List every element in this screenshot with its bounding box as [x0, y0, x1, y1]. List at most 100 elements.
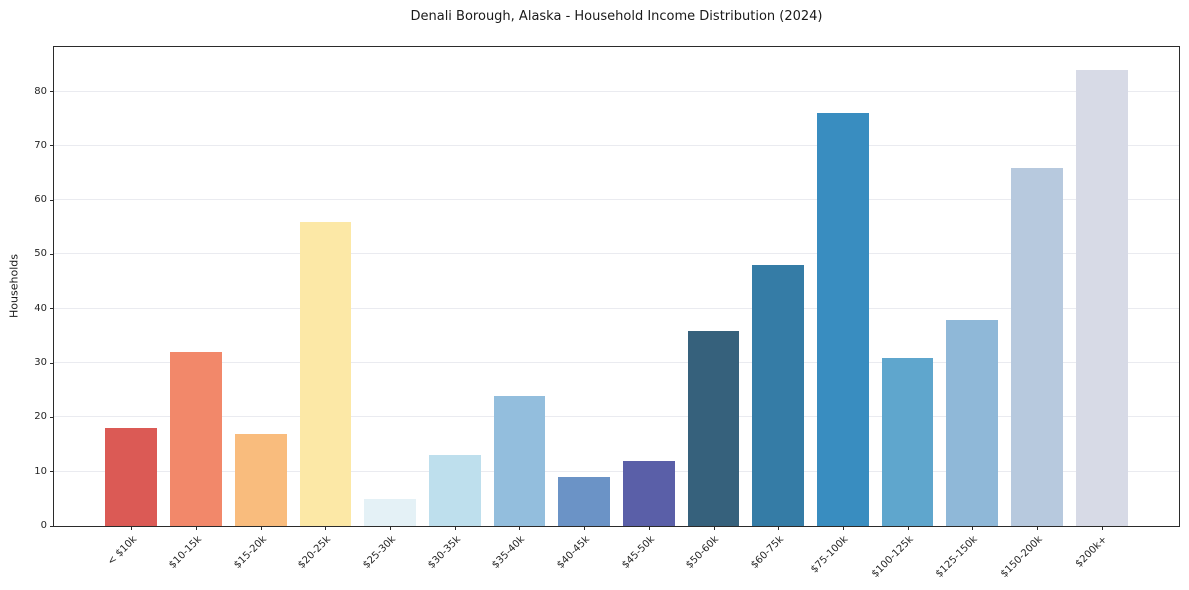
- y-tick-mark: [50, 253, 54, 255]
- x-tick-label: $40-45k: [555, 534, 592, 571]
- y-tick: 40: [34, 302, 54, 314]
- bar: [493, 395, 546, 526]
- y-tick: 80: [34, 85, 54, 97]
- x-tick-label: $60-75k: [749, 534, 786, 571]
- bar-slot: $15-20k: [228, 47, 293, 571]
- gridline: [54, 416, 1179, 418]
- x-tick-mark: [325, 526, 327, 530]
- bar: [105, 428, 158, 526]
- x-tick-mark: [842, 526, 844, 530]
- y-tick-label: 0: [40, 520, 47, 531]
- bar-slot: $150-200k: [999, 47, 1070, 580]
- bar: [170, 352, 222, 526]
- bar-slot: $25-30k: [358, 47, 423, 571]
- y-tick-label: 20: [34, 411, 47, 423]
- y-tick: 30: [34, 358, 54, 368]
- bar: [299, 221, 352, 526]
- y-tick-mark: [50, 145, 54, 147]
- x-tick-label: $100-125k: [869, 534, 916, 580]
- y-tick-mark: [50, 308, 54, 310]
- x-tick-label: $150-200k: [998, 534, 1045, 580]
- gridline: [54, 307, 1179, 309]
- y-tick-mark: [50, 362, 54, 364]
- x-tick-mark: [778, 526, 780, 530]
- gridline: [54, 362, 1179, 364]
- bar-slot: < $10k: [99, 47, 164, 568]
- bar-slot: $20-25k: [293, 47, 358, 571]
- x-tick-label: $20-25k: [296, 534, 334, 571]
- y-tick-label: 60: [34, 194, 47, 206]
- x-tick-label: $45-50k: [619, 534, 657, 571]
- bar-slot: $45-50k: [617, 47, 682, 571]
- bar: [817, 113, 869, 526]
- y-tick-mark: [50, 416, 54, 418]
- bar: [752, 265, 805, 526]
- x-tick-label: $35-40k: [490, 534, 528, 571]
- x-tick-label: $30-35k: [425, 534, 463, 571]
- gridline: [54, 470, 1179, 472]
- x-tick-mark: [260, 526, 262, 530]
- bar-slot: $30-35k: [422, 47, 487, 571]
- bar: [234, 433, 287, 526]
- y-tick-label: 40: [34, 302, 47, 314]
- x-tick-label: $50-60k: [684, 534, 722, 571]
- x-tick-mark: [454, 526, 456, 530]
- bar-slot: $200k+: [1069, 47, 1134, 570]
- x-tick-mark: [584, 526, 586, 530]
- x-tick-label: $25-30k: [360, 534, 398, 571]
- plot-area: 0 10 20 30 40 50 60 70 80 < $10k $10-15k $15-20k $2…: [34, 46, 1180, 580]
- x-tick-label: $125-150k: [934, 534, 981, 580]
- bar: [1011, 167, 1063, 526]
- x-tick-mark: [1036, 526, 1038, 530]
- bar: [881, 357, 934, 526]
- bar-slot: $75-100k: [809, 47, 876, 575]
- y-tick-label: 10: [34, 465, 47, 477]
- y-tick-mark: [50, 199, 54, 201]
- bar-slot: $60-75k: [746, 47, 811, 571]
- bar-slot: $35-40k: [487, 47, 552, 571]
- bar-slot: $125-150k: [934, 47, 1005, 580]
- y-tick-label: 70: [34, 139, 47, 151]
- y-tick: 10: [34, 465, 54, 477]
- y-tick: 20: [34, 412, 54, 422]
- bar-slot: $40-45k: [552, 47, 617, 571]
- y-tick-mark: [50, 471, 54, 473]
- bar: [558, 477, 611, 526]
- y-tick-label: 80: [34, 85, 47, 97]
- x-tick-label: $75-100k: [809, 534, 851, 576]
- x-tick-mark: [648, 526, 650, 530]
- bar: [622, 460, 675, 526]
- bar-slot: $50-60k: [681, 47, 746, 571]
- y-tick-mark: [50, 91, 54, 93]
- x-tick-mark: [713, 526, 715, 530]
- y-tick: 60: [34, 195, 54, 205]
- y-tick: 50: [34, 249, 54, 259]
- x-tick-label: $10-15k: [166, 534, 204, 571]
- gridline: [54, 199, 1179, 201]
- gridline: [54, 144, 1179, 146]
- x-tick-mark: [972, 526, 974, 530]
- x-tick-label: $15-20k: [231, 534, 269, 571]
- bar-series: < $10k $10-15k $15-20k $20-25k $25-30k $30-35…: [99, 47, 1134, 580]
- x-tick-mark: [907, 526, 909, 530]
- gridline: [54, 253, 1179, 255]
- y-axis-label: Households: [7, 254, 21, 318]
- bar: [428, 455, 481, 526]
- x-tick-mark: [131, 526, 133, 530]
- y-tick-label: 30: [34, 357, 47, 369]
- x-tick-label: $200k+: [1073, 534, 1110, 570]
- x-tick-mark: [390, 526, 392, 530]
- bar-slot: $10-15k: [164, 47, 229, 571]
- x-tick-label: < $10k: [105, 534, 140, 568]
- x-tick-mark: [196, 526, 198, 530]
- y-tick: 70: [34, 139, 54, 151]
- y-tick-label: 50: [34, 248, 47, 260]
- x-tick-mark: [1101, 526, 1103, 530]
- bar: [364, 498, 416, 526]
- bar-slot: $100-125k: [869, 47, 940, 580]
- gridline: [54, 90, 1179, 92]
- y-tick-mark: [50, 525, 54, 527]
- bar: [687, 330, 740, 526]
- chart-title: Denali Borough, Alaska - Household Incom…: [410, 9, 823, 24]
